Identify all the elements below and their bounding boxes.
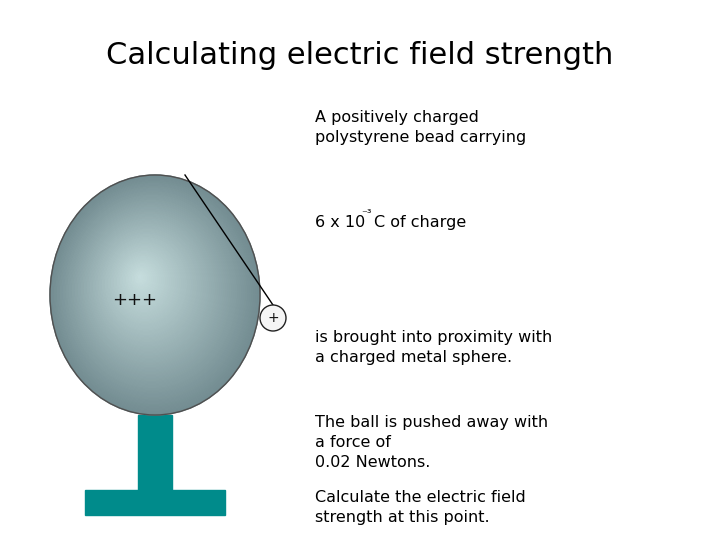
Ellipse shape [98,230,196,341]
Ellipse shape [127,262,158,298]
Ellipse shape [70,197,234,385]
Ellipse shape [77,206,224,374]
Bar [138,415,172,490]
Ellipse shape [125,260,160,300]
Ellipse shape [56,182,252,406]
Text: A positively charged
polystyrene bead carrying: A positively charged polystyrene bead ca… [315,110,526,145]
Ellipse shape [62,188,244,396]
Text: ⁻³: ⁻³ [361,209,372,219]
Ellipse shape [106,238,186,330]
Text: 6 x 10: 6 x 10 [315,215,365,230]
Ellipse shape [83,212,216,364]
Text: The ball is pushed away with
a force of: The ball is pushed away with a force of [315,415,548,450]
Ellipse shape [95,226,200,346]
Ellipse shape [91,221,206,353]
Ellipse shape [66,194,238,390]
Ellipse shape [58,184,250,403]
Ellipse shape [89,219,208,355]
Ellipse shape [104,236,188,332]
Ellipse shape [53,178,256,410]
Ellipse shape [86,216,212,360]
Ellipse shape [92,222,204,350]
Ellipse shape [120,255,166,307]
Ellipse shape [124,258,162,302]
Ellipse shape [122,256,164,305]
Ellipse shape [63,190,242,394]
Ellipse shape [130,265,154,293]
Ellipse shape [59,185,248,401]
Ellipse shape [88,218,210,357]
Ellipse shape [81,211,218,367]
Ellipse shape [71,199,232,383]
Text: +: + [267,311,279,325]
Ellipse shape [55,180,254,408]
Ellipse shape [60,187,246,399]
Ellipse shape [116,250,172,314]
Ellipse shape [102,234,190,334]
Ellipse shape [96,228,198,343]
Ellipse shape [52,177,258,413]
Ellipse shape [80,209,220,369]
Text: 0.02 Newtons.: 0.02 Newtons. [315,455,431,470]
Ellipse shape [78,207,222,372]
Text: C of charge: C of charge [374,215,467,230]
Ellipse shape [109,241,182,325]
Ellipse shape [131,267,152,291]
Ellipse shape [107,240,184,328]
Ellipse shape [65,192,240,392]
Ellipse shape [113,246,176,319]
Text: Calculate the electric field
strength at this point.: Calculate the electric field strength at… [315,490,526,525]
Ellipse shape [94,224,202,348]
Ellipse shape [76,204,226,376]
Ellipse shape [132,268,150,288]
Ellipse shape [73,200,230,381]
Ellipse shape [135,272,146,284]
Ellipse shape [134,270,148,286]
Ellipse shape [138,275,142,279]
Text: Calculating electric field strength: Calculating electric field strength [107,40,613,70]
Ellipse shape [119,253,168,309]
Ellipse shape [110,243,180,323]
Ellipse shape [101,233,192,337]
Bar [85,490,225,515]
Text: +++: +++ [112,291,158,309]
Ellipse shape [84,214,214,362]
Ellipse shape [128,264,156,295]
Circle shape [260,305,286,331]
Ellipse shape [74,202,228,378]
Ellipse shape [117,252,170,312]
Ellipse shape [112,245,178,321]
Ellipse shape [50,175,260,415]
Ellipse shape [68,195,236,387]
Ellipse shape [114,248,174,316]
Ellipse shape [99,231,194,339]
Ellipse shape [137,274,144,281]
Text: is brought into proximity with
a charged metal sphere.: is brought into proximity with a charged… [315,330,552,365]
